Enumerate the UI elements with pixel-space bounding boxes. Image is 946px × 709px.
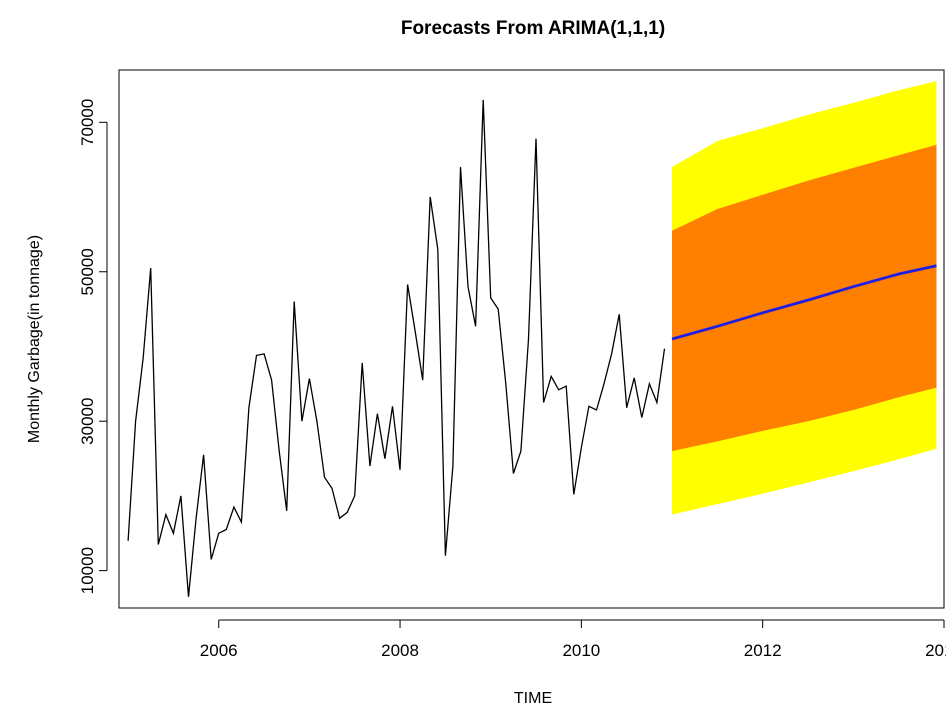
chart-title: Forecasts From ARIMA(1,1,1): [401, 18, 665, 39]
plot-frame: [118, 69, 945, 609]
x-axis-label: TIME: [514, 690, 552, 707]
y-tick-label: 30000: [78, 398, 97, 445]
forecast-mean-line: [671, 264, 937, 341]
y-axis: 10000 30000 50000 70000: [78, 99, 108, 594]
y-tick-label: 10000: [78, 547, 97, 594]
band-80-area: [672, 144, 937, 452]
y-tick-label: 70000: [78, 99, 97, 146]
plot-area: [127, 81, 937, 597]
x-tick-label: 2012: [744, 641, 782, 660]
x-tick-label: 2014: [925, 641, 946, 660]
y-tick-label: 50000: [78, 248, 97, 295]
x-tick-label: 2008: [381, 641, 419, 660]
x-tick-label: 2006: [200, 641, 238, 660]
y-axis-label: Monthly Garbage(in tonnage): [26, 235, 43, 443]
observed-series-line: [127, 99, 666, 597]
x-axis: 2006 2008 2010 2012 2014: [200, 619, 946, 660]
x-tick-label: 2010: [562, 641, 600, 660]
